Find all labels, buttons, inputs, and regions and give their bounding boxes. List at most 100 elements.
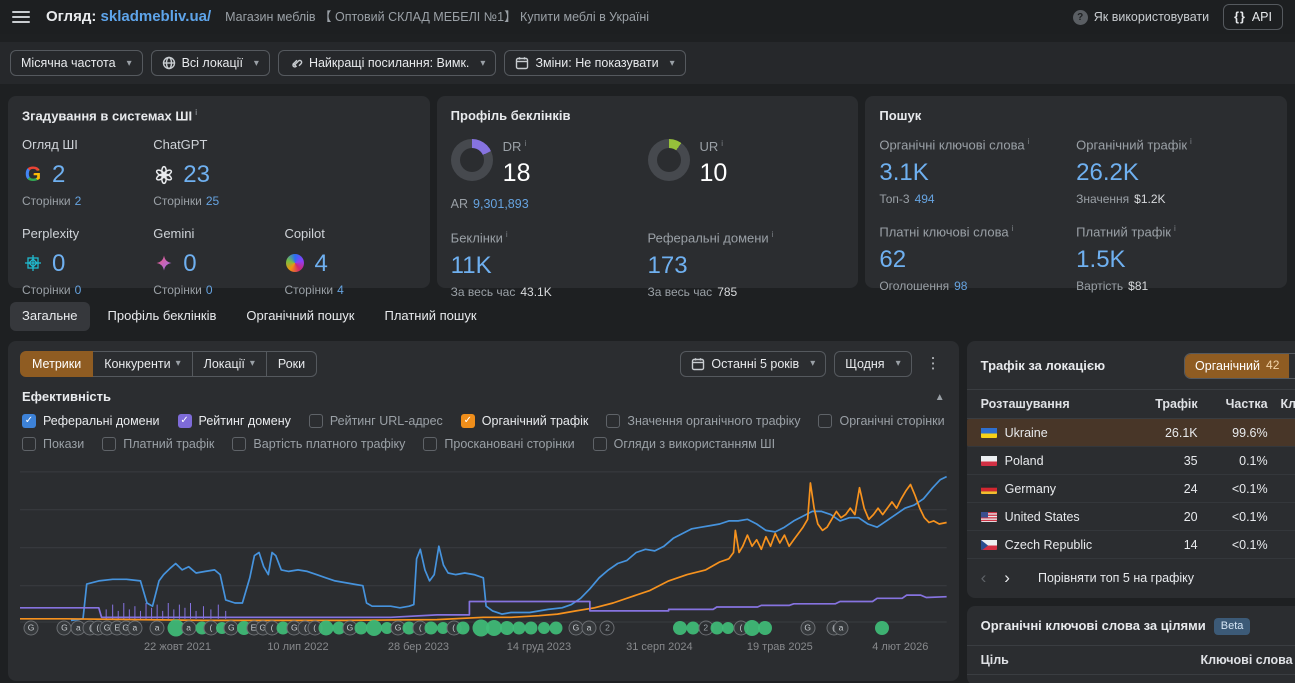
event-marker-icon[interactable]: a [149,620,165,636]
checkbox-unchecked-icon[interactable] [606,413,621,428]
years-segment[interactable]: Роки [266,350,318,377]
top3-link[interactable]: 494 [914,192,935,207]
domain-link[interactable]: skladmebliv.ua/ [100,8,212,26]
google-update-marker-icon[interactable] [167,619,185,637]
ai-pages-link[interactable]: 0 [74,282,82,297]
metric-checkbox[interactable]: Значення органічного трафіку [606,413,800,429]
checkbox-unchecked-icon[interactable] [232,437,247,452]
google-update-marker-icon[interactable] [365,620,382,637]
event-marker-icon[interactable]: G [23,620,39,636]
event-marker-icon[interactable]: G [223,620,239,636]
best-links-dropdown[interactable]: Найкращі посилання: Вимк. [277,50,497,76]
google-update-marker-icon[interactable] [758,621,772,636]
event-marker-icon[interactable]: a [581,620,597,636]
google-update-marker-icon[interactable] [721,622,734,635]
hamburger-menu-icon[interactable] [12,11,30,23]
checkbox-checked-icon[interactable]: ✓ [460,413,475,428]
tab-backlink-profile[interactable]: Профіль беклінків [107,308,217,323]
google-update-marker-icon[interactable] [380,622,393,635]
metric-checkbox[interactable]: Огляди з використанням ШІ [592,436,775,452]
event-marker-icon[interactable]: a [181,620,197,636]
google-update-marker-icon[interactable] [686,621,700,635]
paid-toggle[interactable]: Платний 1 [1289,354,1295,378]
ai-value[interactable]: 23 [183,161,210,189]
metric-checkbox[interactable]: ✓ Органічний трафік [460,413,588,429]
event-marker-icon[interactable]: a [833,620,849,636]
tab-organic-search[interactable]: Органічний пошук [246,308,355,323]
more-options-icon[interactable]: ⋮ [925,355,941,373]
date-range-dropdown[interactable]: Останні 5 років [680,350,827,377]
google-update-marker-icon[interactable] [402,621,416,635]
checkbox-unchecked-icon[interactable] [423,437,438,452]
ai-value[interactable]: 0 [183,249,197,277]
google-update-marker-icon[interactable] [672,621,687,636]
locations-dropdown[interactable]: Всі локації [150,50,270,76]
api-button[interactable]: {} API [1223,3,1283,31]
keywords-count-link[interactable]: 7 [1268,481,1295,497]
checkbox-checked-icon[interactable]: ✓ [177,413,192,428]
metric-checkbox[interactable]: Рейтинг URL-адрес [308,413,443,429]
google-update-marker-icon[interactable] [472,619,490,637]
granularity-dropdown[interactable]: Щодня [834,350,912,377]
ai-value[interactable]: 2 [52,161,66,189]
checkbox-unchecked-icon[interactable] [818,413,833,428]
checkbox-checked-icon[interactable]: ✓ [22,413,36,428]
checkbox-unchecked-icon[interactable] [592,437,607,452]
google-update-marker-icon[interactable] [524,621,538,635]
google-update-marker-icon[interactable] [500,621,515,636]
keywords-count-link[interactable]: 3.1K [1268,425,1295,441]
metric-checkbox[interactable]: Платний трафік [102,436,214,452]
organic-keywords-value-link[interactable]: 3.1K [879,159,929,187]
prev-page-chevron-icon[interactable]: ‹ [980,568,987,588]
ads-link[interactable]: 98 [954,279,968,294]
collapse-chevron-icon[interactable]: ▲ [934,391,945,403]
google-update-marker-icon[interactable] [549,621,563,635]
metric-checkbox[interactable]: Проскановані сторінки [423,436,575,452]
paid-keywords-value-link[interactable]: 62 [879,246,907,274]
ai-pages-link[interactable]: 25 [205,194,220,209]
keywords-count-link[interactable]: 3 [1268,537,1295,553]
google-update-marker-icon[interactable] [436,622,449,635]
google-update-marker-icon[interactable] [276,621,290,635]
google-update-marker-icon[interactable] [332,621,346,635]
changes-dropdown[interactable]: Зміни: Не показувати [504,50,686,76]
google-update-marker-icon[interactable] [424,621,438,635]
ai-pages-link[interactable]: 2 [74,194,82,209]
organic-toggle[interactable]: Органічний 42 [1185,353,1290,379]
checkbox-unchecked-icon[interactable] [308,413,323,428]
google-update-marker-icon[interactable] [318,620,334,636]
compare-top5-button[interactable]: Порівняти топ 5 на графіку [1037,570,1195,585]
keywords-count-link[interactable]: 11 [1268,453,1295,469]
google-update-marker-icon[interactable] [486,620,503,637]
ar-value-link[interactable]: 9,301,893 [473,196,529,211]
google-update-marker-icon[interactable] [874,621,889,636]
organic-traffic-value-link[interactable]: 26.2K [1076,159,1139,187]
tab-general[interactable]: Загальне [10,302,90,331]
metric-checkbox[interactable]: Покази [22,436,84,452]
ai-pages-link[interactable]: 4 [337,282,344,297]
metrics-segment[interactable]: Метрики [20,350,94,377]
google-update-marker-icon[interactable] [538,622,551,635]
ai-pages-link[interactable]: 0 [205,282,213,297]
google-update-marker-icon[interactable] [354,621,368,635]
frequency-dropdown[interactable]: Місячна частота [10,50,143,76]
event-marker-icon[interactable]: a [127,620,143,636]
event-marker-icon[interactable]: G [568,620,584,636]
competitors-segment[interactable]: Конкуренти [93,350,193,377]
checkbox-unchecked-icon[interactable] [22,437,36,452]
event-marker-icon[interactable]: G [56,620,72,636]
event-marker-icon[interactable]: G [800,620,816,636]
event-marker-icon[interactable]: 2 [599,620,615,636]
ai-value[interactable]: 4 [314,249,328,277]
locations-segment[interactable]: Локації [192,350,267,377]
google-update-marker-icon[interactable] [744,620,761,637]
metric-checkbox[interactable]: Вартість платного трафіку [232,436,405,452]
google-update-marker-icon[interactable] [710,621,724,635]
ai-value[interactable]: 0 [52,249,66,277]
backlinks-value-link[interactable]: 11K [450,252,492,280]
tab-paid-search[interactable]: Платний пошук [384,308,477,323]
google-update-marker-icon[interactable] [456,621,470,635]
checkbox-unchecked-icon[interactable] [102,437,117,452]
metric-checkbox[interactable]: Органічні сторінки [818,413,945,429]
metric-checkbox[interactable]: ✓ Рейтинг домену [177,413,291,429]
